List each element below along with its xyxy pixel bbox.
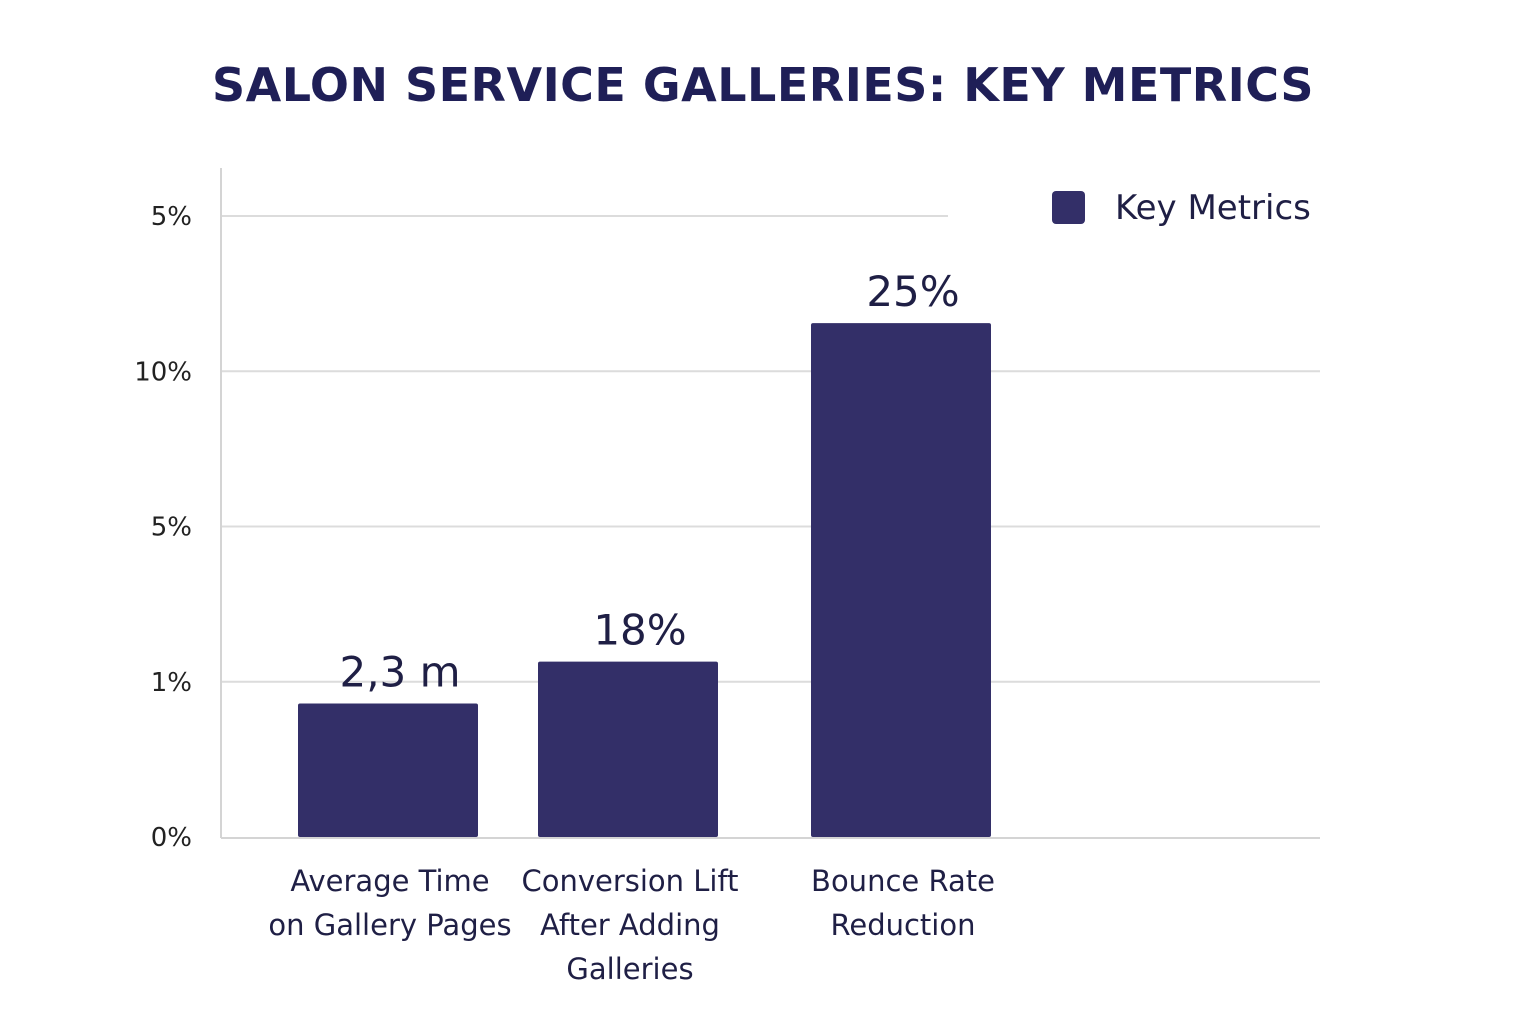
legend-label: Key Metrics <box>1115 188 1311 228</box>
category-label: Average Time <box>290 864 489 898</box>
category-labels: Average Time on Gallery Pages Conversion L… <box>268 864 995 986</box>
axes <box>220 168 1320 839</box>
category-label: on Gallery Pages <box>268 908 511 942</box>
category-label: After Adding <box>540 908 720 942</box>
y-tick-label: 10% <box>134 357 192 387</box>
bar <box>298 703 478 837</box>
category-label: Conversion Lift <box>521 864 738 898</box>
chart-title: SALON SERVICE GALLERIES: KEY METRICS <box>211 58 1315 112</box>
data-label: 25% <box>866 267 959 316</box>
category-label: Bounce Rate <box>811 864 995 898</box>
legend-swatch <box>1052 191 1085 224</box>
gridlines <box>221 215 1320 683</box>
category-label: Reduction <box>831 908 976 942</box>
y-tick-label: 0% <box>151 823 192 853</box>
data-label: 2,3 m <box>339 647 460 696</box>
y-tick-label: 1% <box>151 668 192 698</box>
bars <box>298 323 991 837</box>
data-labels: 2,3 m 18% 25% <box>339 267 959 696</box>
category-label: Galleries <box>566 952 693 986</box>
data-label: 18% <box>593 606 686 655</box>
bar <box>538 661 718 837</box>
y-tick-label: 5% <box>151 202 192 232</box>
legend: Key Metrics <box>1052 188 1311 228</box>
y-axis-ticks: 0% 1% 5% 10% 5% <box>134 202 192 853</box>
y-tick-label: 5% <box>151 513 192 543</box>
bar <box>811 323 991 837</box>
